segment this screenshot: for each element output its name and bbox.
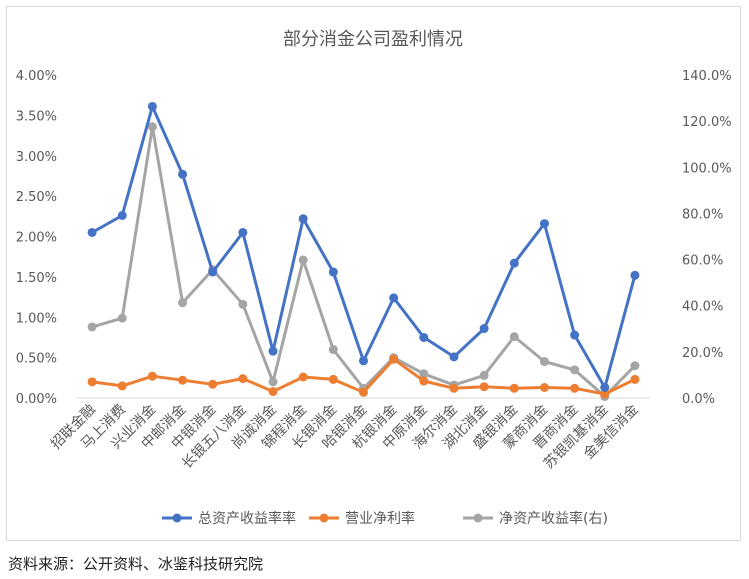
right-axis-tick-label: 20.0% — [682, 346, 723, 361]
legend-swatch-marker — [473, 513, 483, 523]
right-axis-tick-label: 100.0% — [682, 161, 732, 176]
data-point — [87, 377, 97, 387]
data-point — [630, 361, 640, 371]
data-point — [419, 369, 429, 379]
data-point — [539, 219, 549, 229]
data-point — [298, 214, 308, 224]
data-point — [117, 211, 127, 221]
left-axis-tick-label: 0.00% — [16, 392, 57, 407]
series-1 — [87, 101, 640, 393]
data-point — [268, 346, 278, 356]
data-point — [268, 377, 278, 387]
data-point — [600, 383, 610, 393]
left-axis: 0.00% 0.50% 1.00% 1.50% 2.00% 2.50% 3.00% 3.50%… — [16, 69, 57, 407]
right-axis: 0.0% 20.0% 40.0% 60.0% 80.0% 100.0% 120.0% 140.… — [682, 69, 732, 407]
data-point — [479, 382, 489, 392]
series-2 — [87, 354, 640, 399]
data-point — [509, 258, 519, 268]
data-point — [298, 255, 308, 265]
data-point — [359, 387, 368, 397]
data-point — [630, 374, 640, 384]
data-point — [147, 122, 157, 132]
legend-label: 营业净利率 — [345, 510, 415, 527]
data-point — [539, 383, 549, 393]
right-axis-tick-label: 60.0% — [682, 254, 723, 269]
chart-frame: 部分消金公司盈利情况 0.00% 0.50% 1.00% 1.50% 2.00% 2.50… — [6, 6, 741, 541]
legend-item: 净资产收益率(右) — [463, 510, 608, 527]
left-axis-tick-label: 3.00% — [16, 150, 57, 165]
data-point — [479, 324, 489, 334]
data-point — [178, 298, 188, 308]
left-axis-tick-label: 2.00% — [16, 231, 57, 246]
source-note: 资料来源：公开资料、冰鉴科技研究院 — [8, 555, 264, 573]
data-point — [328, 267, 338, 277]
data-point — [178, 375, 188, 385]
left-axis-tick-label: 2.50% — [16, 190, 57, 205]
left-axis-tick-label: 3.50% — [16, 109, 57, 124]
data-point — [87, 227, 97, 237]
data-point — [298, 372, 308, 382]
data-point — [389, 293, 399, 303]
data-point — [419, 332, 429, 342]
legend-item: 营业净利率 — [309, 510, 415, 527]
left-axis-tick-label: 4.00% — [16, 69, 57, 84]
data-point — [449, 352, 459, 362]
data-point — [389, 354, 399, 364]
legend-swatch-marker — [319, 513, 329, 523]
data-point — [419, 376, 429, 386]
data-point — [570, 383, 580, 393]
right-axis-tick-label: 40.0% — [682, 300, 723, 315]
left-axis-tick-label: 0.50% — [16, 352, 57, 367]
data-point — [509, 383, 519, 393]
data-point — [238, 227, 248, 237]
data-point — [238, 299, 248, 309]
right-axis-tick-label: 120.0% — [682, 115, 732, 130]
data-point — [359, 356, 368, 366]
data-point — [328, 374, 338, 384]
data-point — [509, 332, 519, 342]
data-point — [117, 381, 127, 391]
line-chart: 部分消金公司盈利情况 0.00% 0.50% 1.00% 1.50% 2.00% 2.50… — [16, 29, 732, 527]
right-axis-tick-label: 80.0% — [682, 207, 723, 222]
series-layer — [87, 101, 640, 401]
left-axis-tick-label: 1.00% — [16, 311, 57, 326]
data-point — [87, 322, 97, 332]
legend-label: 总资产收益率率 — [198, 510, 296, 527]
left-axis-tick-label: 1.50% — [16, 271, 57, 286]
data-point — [147, 371, 157, 381]
data-point — [147, 101, 157, 111]
legend: 总资产收益率率 营业净利率 净资产收益率(右) — [162, 510, 608, 527]
data-point — [570, 330, 580, 340]
legend-label: 净资产收益率(右) — [499, 510, 608, 527]
data-point — [449, 383, 459, 393]
data-point — [268, 387, 278, 397]
data-point — [117, 313, 127, 323]
right-axis-tick-label: 0.0% — [682, 392, 715, 407]
data-point — [208, 379, 218, 389]
data-point — [328, 345, 338, 355]
x-axis: 招联金融马上消费兴业消金中邮消金中银消金长银五八消金尚诚消金锦程消金长银消金哈银… — [48, 397, 650, 472]
chart-title: 部分消金公司盈利情况 — [283, 29, 463, 50]
right-axis-tick-label: 140.0% — [682, 69, 732, 84]
data-point — [630, 270, 640, 280]
data-point — [600, 389, 610, 399]
data-point — [539, 357, 549, 367]
data-point — [238, 374, 248, 384]
data-point — [570, 365, 580, 375]
data-point — [479, 370, 489, 380]
legend-item: 总资产收益率率 — [162, 510, 296, 527]
data-point — [178, 169, 188, 179]
legend-swatch-marker — [172, 513, 182, 523]
data-point — [208, 267, 218, 277]
